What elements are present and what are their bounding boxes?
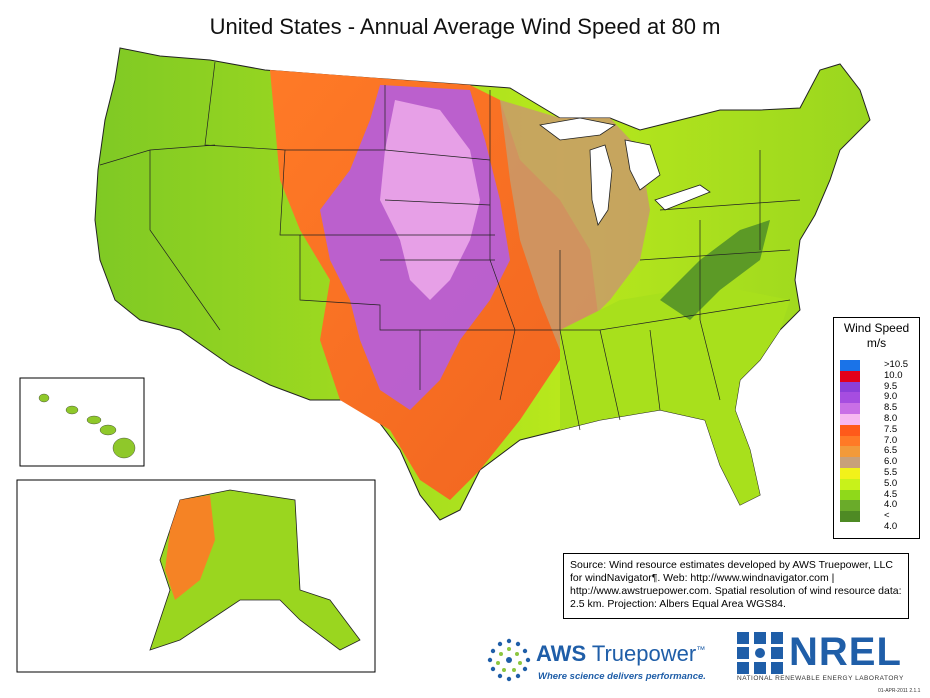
legend-swatch (840, 467, 860, 479)
legend-label: 4.0 (884, 499, 898, 511)
legend-label: 7.0 (884, 434, 898, 446)
aws-brand-tm: ™ (696, 644, 706, 655)
southeast-low-wind-zone (560, 290, 790, 505)
lake-michigan (589, 144, 613, 226)
nrel-emblem-icon (737, 632, 783, 674)
legend-swatch (840, 500, 860, 512)
lake-erie (654, 184, 711, 211)
nrel-name: NREL (789, 630, 902, 674)
legend-label: 9.5 (884, 380, 898, 392)
legend-swatch (840, 489, 860, 501)
legend-title-line1: Wind Speed (843, 321, 910, 335)
legend-swatch (840, 511, 860, 522)
hawaii-islands (38, 393, 136, 459)
nrel-logo: NREL NATIONAL RENEWABLE ENERGY LABORATOR… (737, 630, 917, 688)
date-stamp: 01-APR-2011 2.1.1 (878, 688, 921, 694)
legend-swatch (840, 457, 860, 468)
source-note: Source: Wind resource estimates develope… (563, 553, 909, 619)
plains-pink-patches (380, 100, 480, 300)
legend-swatch (840, 478, 860, 490)
legend-swatch (840, 446, 860, 458)
legend-label: 4.5 (884, 488, 898, 500)
aws-tagline: Where science delivers performance. (538, 671, 706, 682)
midwest-wind-zone (500, 100, 650, 350)
legend-label: 7.5 (884, 423, 898, 435)
aws-brand-rest: Truepower (586, 641, 697, 666)
legend-label: 8.0 (884, 412, 898, 424)
legend-swatch (840, 435, 860, 447)
legend-swatch (840, 370, 860, 382)
legend-title: Wind Speed m/s (834, 321, 919, 351)
legend-swatch (840, 413, 860, 425)
state-borders (99, 61, 801, 431)
aws-brand-bold: AWS (536, 641, 587, 666)
legend-label: < 4.0 (884, 510, 898, 533)
legend-swatch (840, 424, 860, 436)
appalachian-zone (660, 220, 770, 320)
map-title: United States - Annual Average Wind Spee… (209, 14, 721, 39)
legend-swatch (840, 392, 860, 404)
aws-brand-name: AWS Truepower™ (536, 641, 705, 667)
aws-dots-icon (487, 638, 531, 682)
legend-swatch (840, 403, 860, 414)
legend-label: 5.5 (884, 466, 898, 478)
legend-title-line2: m/s (866, 336, 887, 350)
aws-truepower-logo: AWS Truepower™ Where science delivers pe… (484, 633, 724, 687)
lake-huron (624, 139, 661, 191)
legend-swatch (840, 381, 860, 393)
legend-swatch (840, 360, 860, 371)
legend-label: 5.0 (884, 477, 898, 489)
alaska-west-coast-wind (165, 495, 215, 600)
legend-label: 8.5 (884, 402, 898, 414)
legend-label: 6.0 (884, 456, 898, 468)
nrel-subtitle: NATIONAL RENEWABLE ENERGY LABORATORY (737, 675, 904, 682)
legend-label: >10.5 (884, 359, 909, 370)
wind-speed-legend: Wind Speed m/s >10.5 10.0 9.5 9.0 8.5 8.0 7.5 7… (833, 317, 920, 539)
legend-label: 10.0 (884, 369, 903, 381)
legend-label: 6.5 (884, 445, 898, 457)
lake-superior (539, 117, 617, 141)
legend-label: 9.0 (884, 391, 898, 403)
